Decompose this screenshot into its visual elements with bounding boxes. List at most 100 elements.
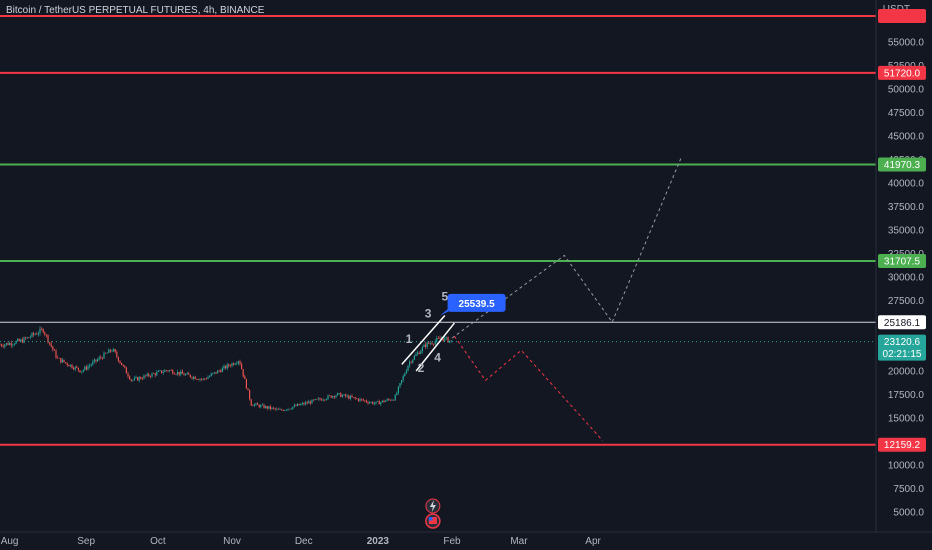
candle-body xyxy=(316,399,318,400)
candle-body xyxy=(18,339,20,342)
y-tick-label: 5000.0 xyxy=(893,508,924,519)
candle-body xyxy=(413,356,415,360)
candle-body xyxy=(105,352,107,354)
price-tag-top-box xyxy=(878,9,926,23)
candle-body xyxy=(141,378,143,380)
candle-body xyxy=(101,357,103,359)
candle-body xyxy=(284,410,286,411)
candle-body xyxy=(364,400,366,402)
candle-body xyxy=(140,377,142,379)
candle-body xyxy=(297,404,299,406)
candle-body xyxy=(74,366,76,370)
time-axis[interactable]: Aug Sep Oct Nov Dec 2023 Feb Mar Apr xyxy=(1,536,602,547)
candle-body xyxy=(324,399,326,401)
candle-body xyxy=(298,404,300,406)
x-tick-label: Oct xyxy=(150,536,166,547)
candle-body xyxy=(25,337,27,339)
candle-body xyxy=(349,395,351,399)
candle-body xyxy=(205,378,207,380)
event-icons[interactable] xyxy=(425,498,441,529)
candle-body xyxy=(401,380,403,384)
candle-body xyxy=(29,336,31,338)
candle-body xyxy=(271,407,273,409)
candle-body xyxy=(434,341,436,345)
y-tick-label: 47500.0 xyxy=(888,108,925,119)
candle-body xyxy=(429,343,431,344)
candle-body xyxy=(375,401,377,404)
candle-body xyxy=(229,365,231,367)
candle-body xyxy=(186,373,188,375)
candle-body xyxy=(42,329,44,333)
candle-body xyxy=(425,344,427,347)
candle-body xyxy=(247,388,249,391)
candle-body xyxy=(20,339,22,342)
candle-body xyxy=(196,379,198,380)
candle-body xyxy=(361,399,363,400)
price-tag-31707.5-box xyxy=(878,253,926,268)
candle-body xyxy=(279,409,281,410)
y-tick-label: 35000.0 xyxy=(888,226,925,237)
candle-body xyxy=(351,395,353,398)
candle-body xyxy=(260,405,262,408)
wave-label-1: 1 xyxy=(406,332,413,346)
candle-body xyxy=(183,373,185,376)
candle-body xyxy=(325,399,327,400)
candle-body xyxy=(69,364,71,367)
candle-body xyxy=(172,370,174,374)
x-tick-label: Mar xyxy=(510,536,528,547)
candle-body xyxy=(93,359,95,362)
candle-body xyxy=(343,394,345,396)
candle-body xyxy=(13,343,15,345)
candle-body xyxy=(73,368,75,370)
candle-body xyxy=(261,404,263,406)
candle-body xyxy=(98,357,100,360)
candle-body xyxy=(402,376,404,381)
candles-layer xyxy=(0,326,452,412)
candle-body xyxy=(421,347,423,352)
candle-body xyxy=(423,344,425,347)
drawings-layer[interactable]: 1 2 3 4 5 25539.5 xyxy=(401,156,683,441)
candle-body xyxy=(50,343,52,347)
candle-body xyxy=(89,365,91,367)
candle-body xyxy=(5,343,7,345)
candle-body xyxy=(308,401,310,404)
candle-body xyxy=(389,399,391,401)
x-tick-label: Aug xyxy=(1,536,19,547)
candle-body xyxy=(61,359,63,363)
candle-body xyxy=(151,373,153,377)
candle-body xyxy=(380,402,382,405)
candle-body xyxy=(356,398,358,399)
candle-body xyxy=(85,366,87,370)
candle-body xyxy=(145,375,147,377)
candle-body xyxy=(393,399,395,401)
candle-body xyxy=(377,401,379,402)
candle-body xyxy=(383,400,385,402)
candle-body xyxy=(113,349,115,351)
candle-body xyxy=(188,373,190,375)
channel-lower-line[interactable] xyxy=(415,322,455,372)
candle-body xyxy=(121,362,123,365)
candle-body xyxy=(354,397,356,399)
candle-body xyxy=(370,402,372,403)
target-label-text: 25539.5 xyxy=(459,299,496,310)
candle-body xyxy=(178,372,180,375)
candle-body xyxy=(442,338,444,341)
candle-body xyxy=(68,365,70,367)
x-tick-label: Nov xyxy=(223,536,241,547)
candle-body xyxy=(337,393,339,396)
projection-bullish-path[interactable] xyxy=(451,156,683,339)
candle-body xyxy=(273,407,275,409)
price-tag-41970.3-text: 41970.3 xyxy=(884,160,921,171)
candle-body xyxy=(268,406,270,409)
candle-body xyxy=(263,404,265,409)
target-label-box[interactable] xyxy=(447,293,506,312)
levels-layer[interactable] xyxy=(0,15,876,446)
candle-body xyxy=(149,376,151,377)
price-tag-25186.1-box xyxy=(878,315,926,330)
candle-body xyxy=(34,334,36,335)
candle-body xyxy=(157,371,159,372)
channel-upper-line[interactable] xyxy=(401,315,446,365)
wave-label-3: 3 xyxy=(425,306,432,320)
candle-body xyxy=(415,354,417,356)
